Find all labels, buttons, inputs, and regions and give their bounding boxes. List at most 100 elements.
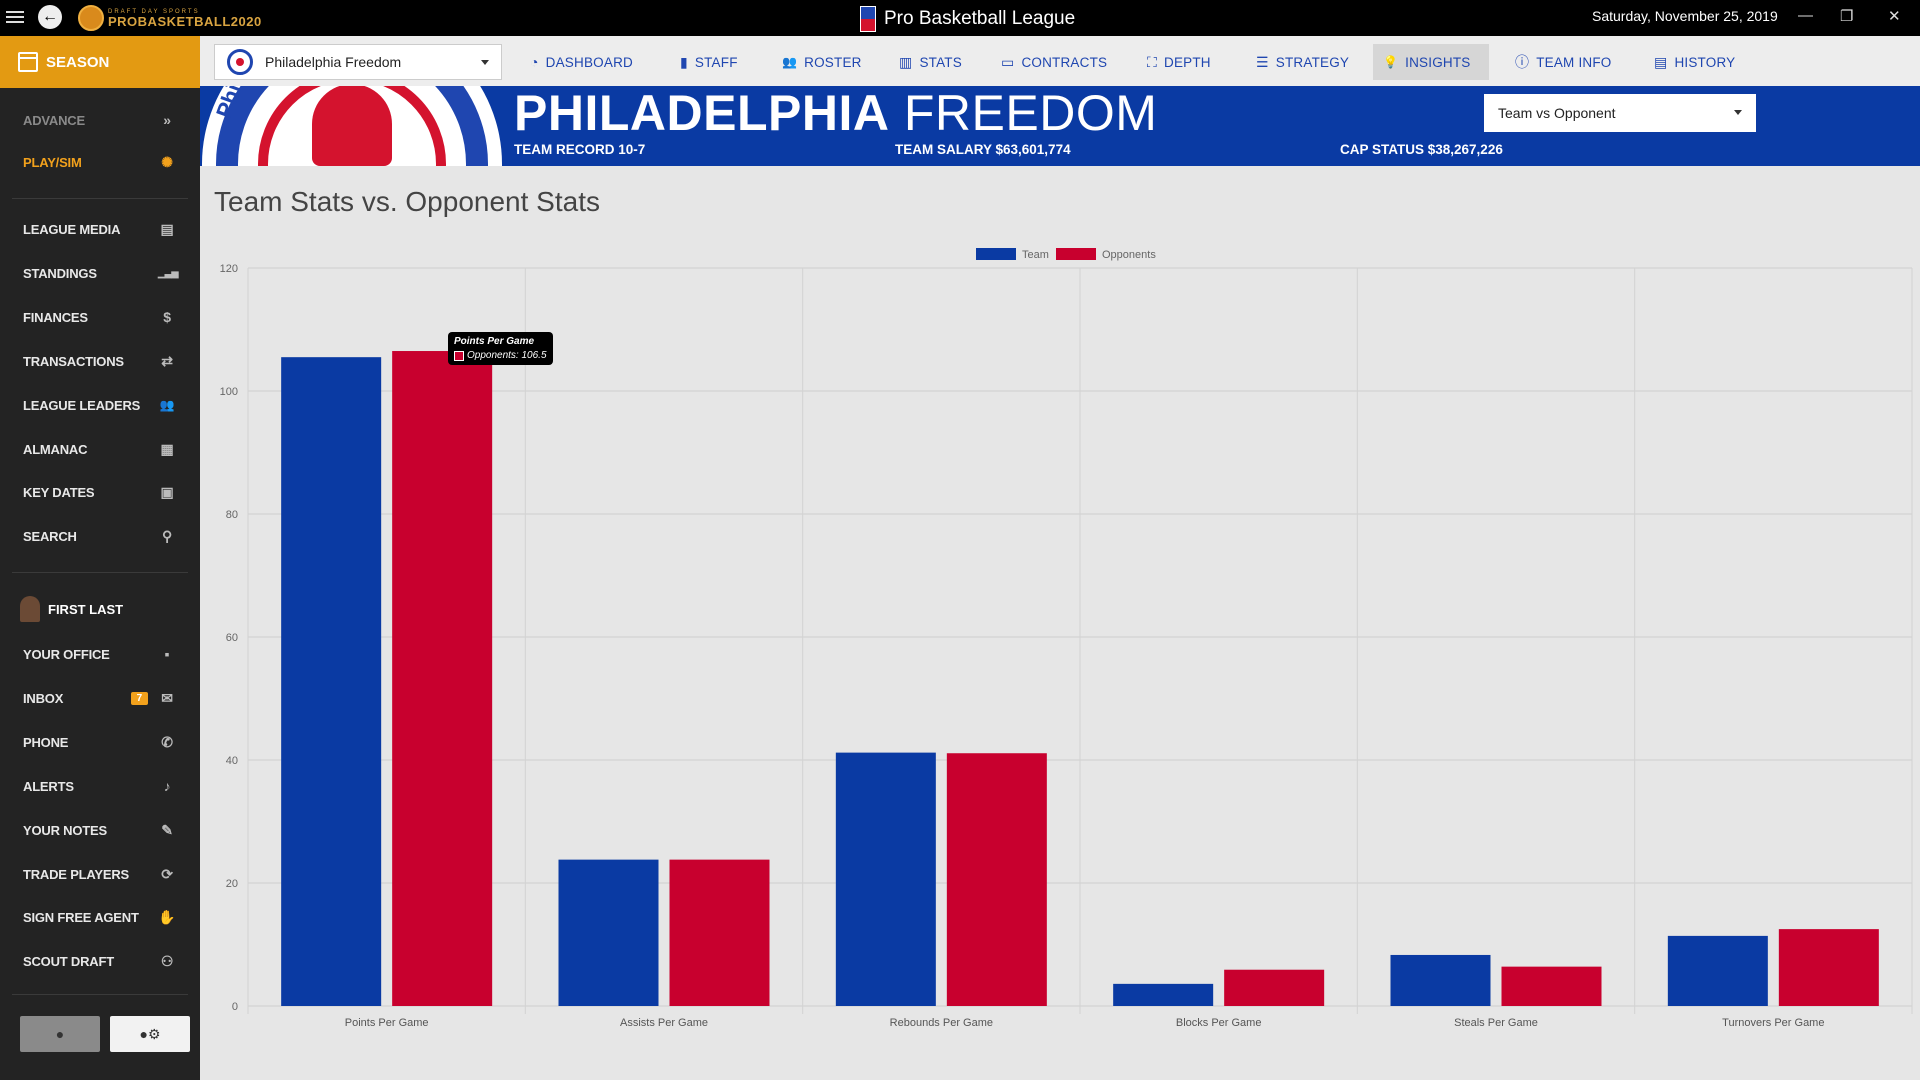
x-tick-label: Blocks Per Game [1176, 1017, 1262, 1029]
tab-strategy[interactable]: ☰ STRATEGY [1246, 44, 1359, 80]
sidebar-item-label: SCOUT DRAFT [23, 953, 114, 969]
binoculars-icon: ⚇ [160, 952, 174, 969]
team-logo-icon [227, 49, 253, 75]
season-button[interactable]: SEASON [0, 36, 200, 88]
sidebar-item-your-office[interactable]: YOUR OFFICE ▪ [0, 638, 200, 670]
id-badge-icon: ▮ [680, 53, 688, 70]
users-icon: 👥 [782, 55, 798, 69]
handshake-icon: ✋ [158, 908, 176, 925]
tab-roster[interactable]: 👥 ROSTER [772, 44, 872, 80]
user-icon: ● [55, 1026, 65, 1042]
team-salary: TEAM SALARY $63,601,774 [895, 142, 1071, 157]
team-city: PHILADELPHIA [514, 86, 890, 141]
cap-status: CAP STATUS $38,267,226 [1340, 142, 1503, 157]
tab-label: CONTRACTS [1021, 54, 1108, 70]
sidebar-item-label: TRADE PLAYERS [23, 866, 129, 882]
tab-stats[interactable]: ▥ STATS [889, 44, 972, 80]
team-select-value: Philadelphia Freedom [265, 54, 402, 70]
sidebar-item-league-leaders[interactable]: LEAGUE LEADERS 👥 [0, 389, 200, 421]
bar-opponents-blocks-per-game [1224, 969, 1325, 1006]
sidebar-item-play-sim[interactable]: PLAY/SIM ✺ [0, 146, 200, 178]
sidebar-item-label: LEAGUE LEADERS [23, 397, 141, 413]
tab-depth[interactable]: ⛶ DEPTH [1137, 44, 1221, 80]
bar-team-turnovers-per-game [1667, 935, 1768, 1006]
chevrons-right-icon: » [163, 112, 171, 128]
sidebar-item-inbox[interactable]: INBOX 7 ✉ [0, 682, 200, 714]
calendar-check-icon: ▣ [160, 483, 174, 500]
tab-team-info[interactable]: ⓘ TEAM INFO [1505, 44, 1622, 80]
basketball-icon: ✺ [161, 153, 173, 170]
app-logo: DRAFT DAY SPORTS PROBASKETBALL2020 [78, 3, 262, 33]
single-user-button[interactable]: ● [20, 1016, 100, 1052]
briefcase-icon: ▪ [164, 646, 170, 662]
sidebar-item-finances[interactable]: FINANCES $ [0, 301, 200, 333]
tab-label: STATS [919, 54, 962, 70]
sidebar-item-label: ALERTS [23, 778, 74, 794]
sidebar-item-label: TRANSACTIONS [23, 353, 124, 369]
sidebar-item-search[interactable]: SEARCH ⚲ [0, 520, 200, 552]
inbox-count-badge: 7 [130, 691, 148, 705]
tooltip-swatch [454, 350, 464, 361]
sidebar-item-your-notes[interactable]: YOUR NOTES ✎ [0, 814, 200, 846]
tab-label: DEPTH [1164, 54, 1211, 70]
sitemap-icon: ⛶ [1147, 53, 1157, 70]
transfer-icon: ⇄ [161, 352, 173, 369]
tab-contracts[interactable]: ▭ CONTRACTS [991, 44, 1117, 80]
minimize-icon[interactable]: — [1798, 7, 1813, 24]
chevron-down-icon [1734, 110, 1742, 115]
tooltip-title: Points Per Game [454, 336, 535, 347]
phone-icon: ✆ [161, 733, 173, 750]
user-settings-icon: ●⚙ [139, 1025, 161, 1042]
close-icon[interactable]: ✕ [1888, 8, 1901, 25]
team-nickname: FREEDOM [903, 86, 1158, 141]
multi-user-button[interactable]: ●⚙ [110, 1016, 190, 1052]
bar-team-rebounds-per-game [835, 752, 936, 1006]
tab-dashboard[interactable]: ◔ DASHBOARD [520, 44, 643, 80]
sidebar-item-almanac[interactable]: ALMANAC ▦ [0, 433, 200, 465]
search-icon: ⚲ [161, 527, 173, 544]
sidebar-item-transactions[interactable]: TRANSACTIONS ⇄ [0, 345, 200, 377]
tab-label: TEAM INFO [1536, 54, 1612, 70]
chevron-down-icon [481, 60, 489, 65]
title-bar: ← DRAFT DAY SPORTS PROBASKETBALL2020 Pro… [0, 0, 1920, 36]
refresh-icon: ⟳ [161, 865, 173, 882]
legend-swatch-opponents [1056, 248, 1096, 260]
archive-icon: ▦ [160, 440, 174, 457]
user-profile[interactable]: FIRST LAST [0, 591, 200, 627]
y-tick-label: 40 [226, 755, 238, 767]
sidebar-item-scout-draft[interactable]: SCOUT DRAFT ⚇ [0, 945, 200, 977]
team-name: PHILADELPHIA FREEDOM [514, 86, 1157, 142]
sidebar-item-advance[interactable]: ADVANCE » [0, 104, 200, 136]
tab-history[interactable]: ▤ HISTORY [1644, 44, 1745, 80]
bar-opponents-rebounds-per-game [946, 753, 1047, 1006]
back-button[interactable]: ← [38, 5, 62, 29]
tab-staff[interactable]: ▮ STAFF [670, 44, 748, 80]
tab-insights[interactable]: 💡 INSIGHTS [1373, 44, 1489, 80]
sidebar-divider [12, 198, 188, 199]
legend-label-team: Team [1022, 249, 1049, 261]
sidebar-item-label: PLAY/SIM [23, 154, 82, 170]
team-header: Phi PHILADELPHIA FREEDOM TEAM RECORD 10-… [200, 86, 1920, 166]
bar-team-assists-per-game [558, 859, 659, 1006]
logo-big-text: PROBASKETBALL2020 [108, 13, 262, 29]
team-logo: Phi [202, 86, 502, 166]
sidebar-item-alerts[interactable]: ALERTS ♪ [0, 770, 200, 802]
dollar-icon: $ [163, 309, 171, 325]
season-label: SEASON [46, 53, 110, 71]
sidebar-item-key-dates[interactable]: KEY DATES ▣ [0, 476, 200, 508]
restore-icon[interactable]: ❐ [1840, 8, 1854, 25]
envelope-icon: ✉ [161, 689, 173, 706]
team-record: TEAM RECORD 10-7 [514, 142, 646, 157]
sidebar-item-trade-players[interactable]: TRADE PLAYERS ⟳ [0, 858, 200, 890]
view-select[interactable]: Team vs Opponent [1484, 94, 1756, 132]
y-tick-label: 120 [220, 263, 238, 275]
sidebar-item-sign-free-agent[interactable]: SIGN FREE AGENT ✋ [0, 901, 200, 933]
menu-icon[interactable] [6, 8, 24, 26]
sidebar-item-phone[interactable]: PHONE ✆ [0, 726, 200, 758]
sliders-icon: ☰ [1256, 53, 1269, 70]
sidebar-item-standings[interactable]: STANDINGS ▁▃▅ [0, 257, 200, 289]
sidebar-item-label: LEAGUE MEDIA [23, 221, 121, 237]
team-select[interactable]: Philadelphia Freedom [214, 44, 502, 80]
sidebar-item-league-media[interactable]: LEAGUE MEDIA ▤ [0, 213, 200, 245]
calendar-icon [18, 52, 38, 72]
